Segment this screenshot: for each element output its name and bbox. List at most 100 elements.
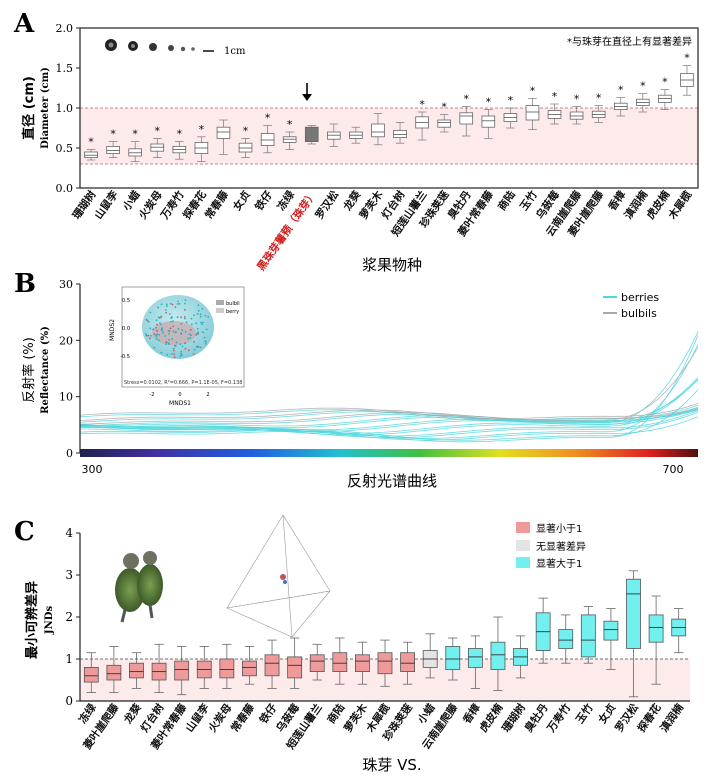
- box-body: [355, 654, 370, 672]
- jnd-box-12: [355, 641, 370, 685]
- nmds-point: [155, 335, 158, 337]
- nmds-point: [147, 334, 150, 337]
- panel-letter-a: A: [13, 9, 35, 39]
- reflectance-curve: [79, 408, 699, 427]
- box-body: [238, 142, 253, 153]
- panel-a: A 0.0 0.5 1.0 1.5 2.0 * * * * * * * * * * * * * * * * * * * * * *…: [13, 9, 699, 274]
- significance-star: *: [243, 124, 249, 137]
- nmds-point: [168, 332, 170, 335]
- significance-star: *: [441, 100, 447, 113]
- nmds-point: [180, 332, 183, 334]
- box-2: *: [128, 128, 142, 162]
- nmds-point: [149, 327, 152, 330]
- inset-xtick-2: 2: [206, 392, 209, 398]
- box-body: [490, 641, 506, 670]
- nmds-point: [179, 343, 182, 346]
- panel-c-ylabel-cn: 最小可辨差异: [24, 581, 40, 659]
- nmds-point: [187, 337, 190, 340]
- nmds-point: [175, 341, 178, 344]
- nmds-point: [164, 309, 167, 311]
- nmds-point: [152, 328, 155, 331]
- box-23: *: [591, 92, 606, 123]
- box-body: [304, 126, 319, 142]
- jnd-box-3: [151, 643, 167, 693]
- panel-letter-c: C: [14, 517, 35, 547]
- ytick-label: 10: [59, 391, 73, 404]
- nmds-point: [184, 299, 187, 301]
- nmds-point: [207, 316, 210, 318]
- box-body: [626, 578, 641, 649]
- legend-bulbils: bulbils: [621, 307, 657, 320]
- ytick-label: 0: [65, 694, 73, 708]
- nmds-point: [169, 302, 172, 305]
- nmds-point: [199, 346, 202, 349]
- significance-star: *: [177, 128, 183, 141]
- inset-xlabel: MNDS1: [169, 400, 191, 407]
- category-label: 女贞: [230, 188, 253, 213]
- nmds-point: [184, 347, 187, 350]
- nmds-point: [184, 302, 186, 305]
- ytick-label: 20: [59, 334, 73, 347]
- box-body: [377, 652, 393, 675]
- inset-legend-bulbil: bulbil: [226, 301, 240, 307]
- nmds-point: [165, 343, 168, 345]
- significance-star: *: [155, 124, 161, 137]
- ytick-label: 2.0: [56, 22, 74, 35]
- jnd-box-24: [626, 570, 641, 698]
- inset-ytick-0: 0.5: [122, 298, 130, 304]
- nmds-point: [201, 308, 204, 310]
- scale-label: 1cm: [224, 46, 246, 57]
- category-label: 常春藤: [228, 701, 257, 735]
- category-label: 铁仔: [257, 701, 280, 726]
- nmds-point: [145, 333, 147, 336]
- ytick-label: 3: [65, 568, 73, 582]
- nmds-point: [146, 320, 149, 322]
- category-label: 铁仔: [252, 188, 275, 213]
- nmds-point: [195, 322, 198, 325]
- nmds-point: [150, 334, 152, 337]
- nmds-point: [170, 353, 173, 355]
- significance-star: *: [530, 84, 536, 97]
- panel-a-note: *与珠芽在直径上有显著差异: [567, 35, 692, 48]
- panel-a-xlabel: 浆果物种: [362, 256, 422, 274]
- arrow-icon: [302, 83, 312, 101]
- nmds-point: [180, 316, 183, 319]
- nmds-point: [180, 352, 183, 355]
- nmds-point: [179, 355, 182, 357]
- box-body: [309, 654, 325, 672]
- nmds-point: [184, 317, 186, 320]
- box-body: [481, 115, 496, 128]
- jnd-box-21: [558, 614, 574, 664]
- nmds-point: [167, 342, 170, 344]
- nmds-point: [190, 334, 192, 336]
- box-body: [525, 105, 540, 121]
- nmds-point: [158, 333, 161, 336]
- box-body: [459, 112, 474, 125]
- category-label: 万寿竹: [544, 701, 574, 735]
- nmds-point: [170, 320, 173, 323]
- category-label: 山鼠李: [92, 188, 121, 222]
- category-label: 冻绿: [76, 701, 99, 726]
- nmds-point: [162, 331, 164, 334]
- box-1: *: [106, 128, 120, 158]
- significance-star: *: [88, 136, 94, 149]
- inset-ylabel: MNDS2: [109, 319, 116, 341]
- box-15: *: [415, 98, 429, 141]
- nmds-point: [160, 323, 162, 326]
- box-20: *: [525, 84, 540, 130]
- nmds-point: [196, 313, 199, 315]
- box-body: [216, 126, 231, 139]
- box-26: *: [658, 76, 672, 110]
- bird-illustration: [115, 551, 163, 623]
- nmds-point: [169, 327, 172, 330]
- nmds-point: [177, 327, 180, 330]
- box-body: [400, 652, 415, 673]
- box-body: [129, 662, 144, 679]
- nmds-point: [173, 344, 176, 347]
- significance-star: *: [618, 84, 624, 97]
- significance-star: *: [287, 118, 293, 131]
- reflectance-curve: [79, 410, 699, 437]
- ytick-label: 0.0: [56, 182, 74, 195]
- ytick-label: 0: [66, 447, 73, 460]
